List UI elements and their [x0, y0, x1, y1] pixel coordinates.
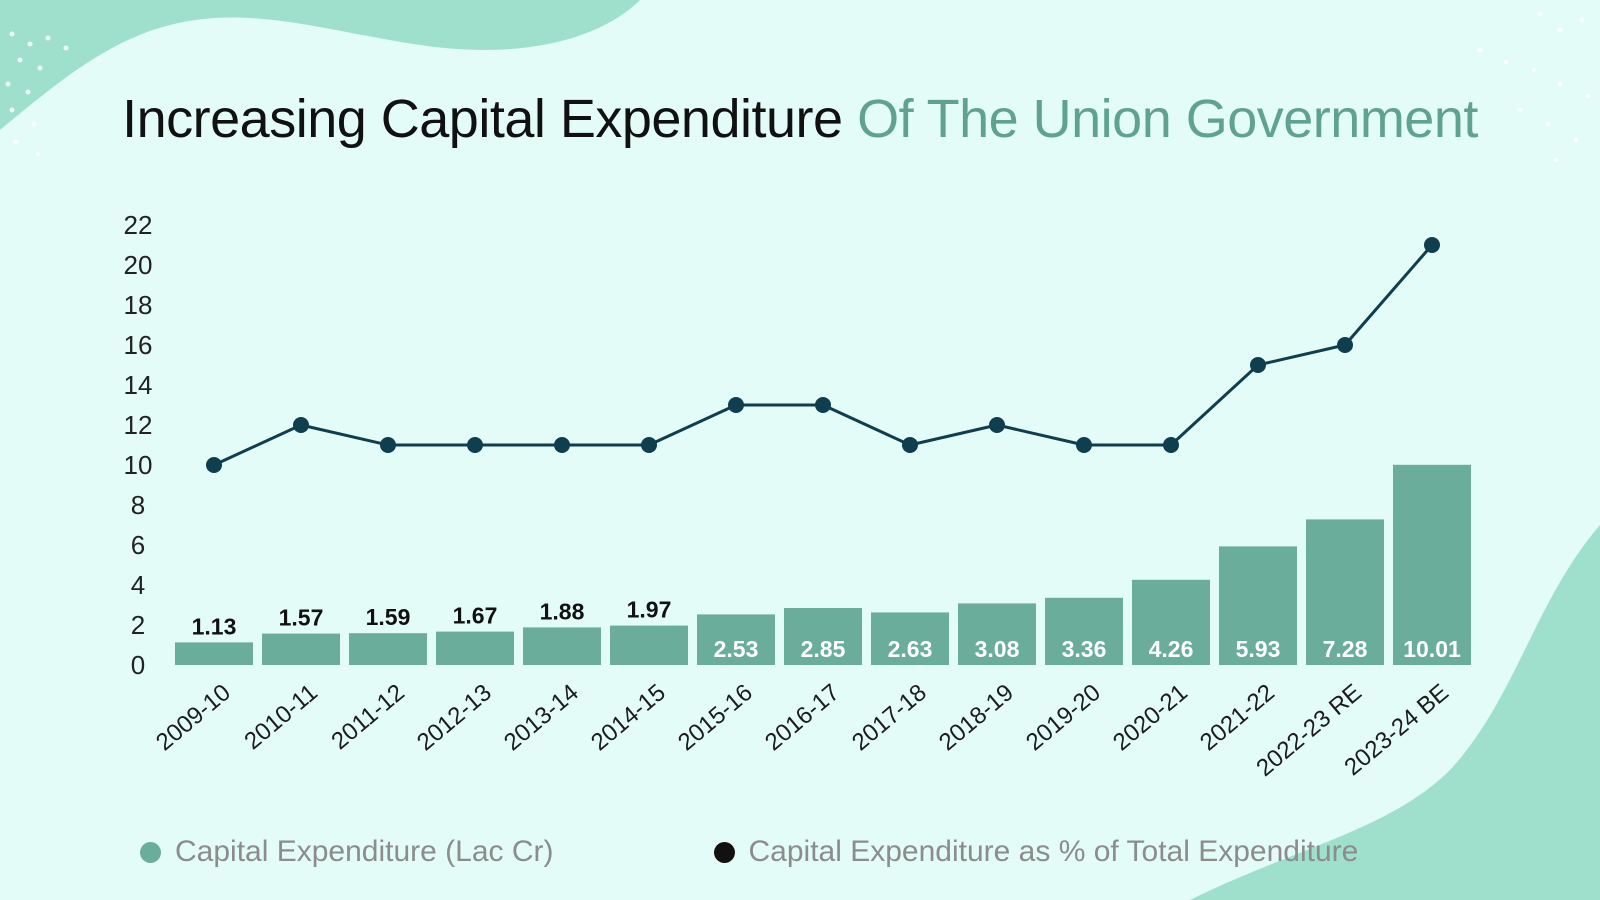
legend-swatch-line — [713, 841, 735, 863]
bar — [1306, 519, 1384, 665]
bar-data-label: 1.67 — [453, 603, 498, 629]
bar-data-label: 2.85 — [801, 636, 846, 662]
y-axis: 0 2 4 6 8 10 12 14 16 18 20 22 — [124, 210, 153, 680]
line-point — [641, 437, 657, 453]
line-point — [1163, 437, 1179, 453]
bar — [1045, 597, 1123, 665]
y-tick-label: 12 — [124, 410, 153, 440]
legend-label-line: Capital Expenditure as % of Total Expend… — [748, 835, 1359, 868]
bar-data-label: 1.59 — [366, 604, 411, 630]
bar — [175, 642, 253, 665]
bottom-right-wave-shape — [1190, 525, 1600, 900]
bar-data-label: 5.93 — [1236, 636, 1281, 662]
x-axis: 2009-10 2010-11 2011-12 2012-13 2013-14 2014-… — [151, 679, 1454, 782]
line-point — [1076, 437, 1092, 453]
x-tick-label: 2014-15 — [586, 679, 671, 756]
bar-data-label: 1.13 — [192, 613, 237, 639]
line-point — [293, 417, 309, 433]
bar-data-label: 3.08 — [975, 636, 1020, 662]
bar — [610, 625, 688, 665]
bar — [1132, 579, 1210, 665]
series-line — [213, 244, 1434, 467]
bar-data-label: 2.63 — [888, 636, 933, 662]
line-point — [1250, 357, 1266, 373]
y-tick-label: 8 — [131, 490, 145, 520]
legend-swatch-bar — [140, 841, 161, 863]
y-tick-label: 4 — [131, 570, 145, 600]
bar-data-label: 10.01 — [1403, 636, 1461, 662]
x-tick-label: 2010-11 — [239, 679, 322, 755]
line-point — [728, 397, 744, 413]
bar — [523, 627, 601, 665]
legend: Capital Expenditure (Lac Cr) Capital Exp… — [140, 830, 1540, 874]
line-point — [815, 397, 831, 413]
x-tick-label: 2013-14 — [499, 679, 584, 756]
line-point — [380, 437, 396, 453]
line-point — [467, 437, 483, 453]
line-point — [989, 417, 1005, 433]
top-left-dots — [5, 31, 69, 157]
bar — [1219, 546, 1297, 665]
bar-data-label: 1.57 — [279, 605, 324, 631]
bar-series — [175, 464, 1471, 665]
y-tick-label: 18 — [124, 290, 153, 320]
x-tick-label: 2017-18 — [847, 679, 932, 756]
bar-data-label: 3.36 — [1062, 636, 1107, 662]
bar — [958, 603, 1036, 665]
line-point — [554, 437, 570, 453]
y-tick-label: 0 — [131, 650, 145, 680]
x-tick-label: 2012-13 — [412, 679, 497, 756]
x-tick-label: 2018-19 — [934, 679, 1019, 756]
x-tick-label: 2019-20 — [1021, 679, 1106, 756]
y-tick-label: 22 — [124, 210, 153, 240]
bar — [1393, 464, 1471, 665]
line-series — [206, 237, 1440, 473]
bar — [436, 631, 514, 665]
y-tick-label: 14 — [124, 370, 153, 400]
bar-data-labels: 1.13 1.57 1.59 1.67 1.88 1.97 2.53 2.85 2.63 3.08… — [192, 597, 1461, 662]
legend-item-line: Capital Expenditure as % of Total Expend… — [713, 835, 1359, 869]
legend-label-bar: Capital Expenditure (Lac Cr) — [175, 835, 554, 868]
x-tick-label: 2020-21 — [1108, 679, 1193, 756]
x-tick-label: 2009-10 — [151, 679, 236, 756]
legend-item-bar: Capital Expenditure (Lac Cr) — [140, 835, 554, 869]
bar — [697, 614, 775, 665]
x-tick-label: 2011-12 — [326, 679, 409, 755]
chart-title-part1: Increasing Capital Expenditure — [122, 89, 843, 149]
bar — [871, 612, 949, 665]
x-tick-label: 2016-17 — [760, 679, 845, 756]
y-tick-label: 10 — [124, 450, 153, 480]
bar — [784, 608, 862, 665]
top-right-dots — [1477, 11, 1591, 163]
line-point — [1337, 337, 1353, 353]
bar-data-label: 7.28 — [1323, 636, 1368, 662]
y-tick-label: 20 — [124, 250, 153, 280]
bar-data-label: 1.97 — [627, 597, 672, 623]
x-tick-label: 2021-22 — [1195, 679, 1280, 756]
chart-title: Increasing Capital Expenditure Of The Un… — [0, 88, 1600, 150]
bar — [349, 633, 427, 665]
top-left-wave-shape — [0, 0, 640, 130]
bar-data-label: 2.53 — [714, 636, 759, 662]
y-tick-label: 16 — [124, 330, 153, 360]
bar-data-label: 4.26 — [1149, 636, 1194, 662]
y-tick-label: 2 — [131, 610, 145, 640]
y-tick-label: 6 — [131, 530, 145, 560]
bar-data-label: 1.88 — [540, 598, 585, 624]
x-tick-label: 2015-16 — [673, 679, 758, 756]
chart-title-part2: Of The Union Government — [857, 89, 1478, 149]
bar — [262, 633, 340, 665]
line-point — [902, 437, 918, 453]
line-point — [1424, 237, 1440, 253]
line-point — [206, 457, 222, 473]
